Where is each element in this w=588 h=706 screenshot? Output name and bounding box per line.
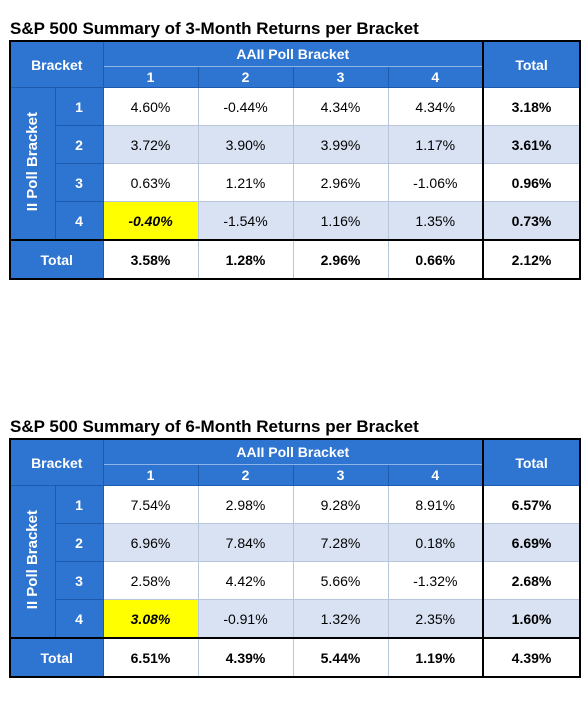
- return-cell: 3.72%: [102, 125, 199, 164]
- total-column-header: Total: [482, 40, 581, 88]
- row-total-cell: 3.18%: [482, 87, 581, 126]
- grand-total-cell: 4.39%: [482, 637, 581, 678]
- return-cell: 9.28%: [292, 485, 389, 524]
- totals-row: Total 6.51% 4.39% 5.44% 1.19% 4.39%: [9, 637, 581, 678]
- aaii-col-header: 4: [387, 464, 484, 486]
- column-total-cell: 5.44%: [292, 637, 389, 678]
- column-total-cell: 1.28%: [197, 239, 294, 280]
- return-cell: 3.90%: [197, 125, 294, 164]
- aaii-col-header: 1: [102, 66, 199, 88]
- ii-row-header: 1: [54, 87, 104, 126]
- aaii-poll-header: AAII Poll Bracket: [102, 40, 484, 67]
- aaii-col-header: 4: [387, 66, 484, 88]
- aaii-col-header: 3: [292, 464, 389, 486]
- return-cell: 1.17%: [387, 125, 484, 164]
- return-cell: 2.58%: [102, 561, 199, 600]
- returns-table-3month: Bracket AAII Poll Bracket Total 1 2 3 4 …: [9, 40, 582, 280]
- return-cell: 7.84%: [197, 523, 294, 562]
- return-cell: 1.16%: [292, 201, 389, 241]
- aaii-col-header: 2: [197, 464, 294, 486]
- highlighted-return-cell: -0.40%: [102, 201, 199, 241]
- highlighted-return-cell: 3.08%: [102, 599, 199, 639]
- row-total-cell: 0.73%: [482, 201, 581, 241]
- totals-row: Total 3.58% 1.28% 2.96% 0.66% 2.12%: [9, 239, 581, 280]
- aaii-poll-header: AAII Poll Bracket: [102, 438, 484, 465]
- return-cell: -0.44%: [197, 87, 294, 126]
- ii-row-header: 3: [54, 561, 104, 600]
- ii-row-header: 4: [54, 201, 104, 241]
- returns-table-6month: Bracket AAII Poll Bracket Total 1 2 3 4 …: [9, 438, 582, 678]
- return-cell: 7.54%: [102, 485, 199, 524]
- table-row: 4 3.08% -0.91% 1.32% 2.35% 1.60%: [10, 599, 581, 639]
- table-row: 2 3.72% 3.90% 3.99% 1.17% 3.61%: [10, 125, 581, 164]
- ii-poll-header: II Poll Bracket: [9, 87, 56, 241]
- return-cell: 0.18%: [387, 523, 484, 562]
- returns-3month-block: S&P 500 Summary of 3-Month Returns per B…: [9, 18, 582, 280]
- aaii-col-header: 1: [102, 464, 199, 486]
- table-row: 2 6.96% 7.84% 7.28% 0.18% 6.69%: [10, 523, 581, 562]
- table-row: 3 2.58% 4.42% 5.66% -1.32% 2.68%: [10, 561, 581, 600]
- table-row: 3 0.63% 1.21% 2.96% -1.06% 0.96%: [10, 163, 581, 202]
- return-cell: -1.06%: [387, 163, 484, 202]
- column-total-cell: 4.39%: [197, 637, 294, 678]
- return-cell: 6.96%: [102, 523, 199, 562]
- return-cell: 4.34%: [387, 87, 484, 126]
- return-cell: -1.54%: [197, 201, 294, 241]
- aaii-col-header: 3: [292, 66, 389, 88]
- ii-row-header: 1: [54, 485, 104, 524]
- bracket-header: Bracket: [9, 438, 104, 486]
- grand-total-cell: 2.12%: [482, 239, 581, 280]
- return-cell: 3.99%: [292, 125, 389, 164]
- table-title: S&P 500 Summary of 6-Month Returns per B…: [10, 417, 419, 436]
- table-row: 4 -0.40% -1.54% 1.16% 1.35% 0.73%: [10, 201, 581, 241]
- table-row: II Poll Bracket 1 7.54% 2.98% 9.28% 8.91…: [9, 485, 581, 639]
- return-cell: 2.98%: [197, 485, 294, 524]
- return-cell: 5.66%: [292, 561, 389, 600]
- return-cell: 2.96%: [292, 163, 389, 202]
- row-total-cell: 6.69%: [482, 523, 581, 562]
- column-total-cell: 0.66%: [387, 239, 484, 280]
- table-row: II Poll Bracket 1 4.60% -0.44% 4.34% 4.3…: [9, 87, 581, 241]
- row-total-cell: 2.68%: [482, 561, 581, 600]
- return-cell: -1.32%: [387, 561, 484, 600]
- column-total-cell: 1.19%: [387, 637, 484, 678]
- totals-row-header: Total: [9, 239, 104, 280]
- return-cell: 4.34%: [292, 87, 389, 126]
- return-cell: 0.63%: [102, 163, 199, 202]
- ii-poll-header: II Poll Bracket: [9, 485, 56, 639]
- column-total-cell: 6.51%: [102, 637, 199, 678]
- column-total-cell: 3.58%: [102, 239, 199, 280]
- row-total-cell: 6.57%: [482, 485, 581, 524]
- ii-row-header: 3: [54, 163, 104, 202]
- return-cell: 7.28%: [292, 523, 389, 562]
- ii-row-header: 4: [54, 599, 104, 639]
- ii-row-header: 2: [54, 523, 104, 562]
- row-total-cell: 0.96%: [482, 163, 581, 202]
- row-total-cell: 1.60%: [482, 599, 581, 639]
- column-total-cell: 2.96%: [292, 239, 389, 280]
- return-cell: 2.35%: [387, 599, 484, 639]
- ii-row-header: 2: [54, 125, 104, 164]
- return-cell: 1.35%: [387, 201, 484, 241]
- table-title: S&P 500 Summary of 3-Month Returns per B…: [10, 19, 419, 38]
- totals-row-header: Total: [9, 637, 104, 678]
- total-column-header: Total: [482, 438, 581, 486]
- bracket-header: Bracket: [9, 40, 104, 88]
- returns-6month-block: S&P 500 Summary of 6-Month Returns per B…: [9, 416, 582, 678]
- return-cell: 1.32%: [292, 599, 389, 639]
- aaii-col-header: 2: [197, 66, 294, 88]
- row-total-cell: 3.61%: [482, 125, 581, 164]
- return-cell: 4.60%: [102, 87, 199, 126]
- return-cell: 4.42%: [197, 561, 294, 600]
- return-cell: 1.21%: [197, 163, 294, 202]
- return-cell: 8.91%: [387, 485, 484, 524]
- return-cell: -0.91%: [197, 599, 294, 639]
